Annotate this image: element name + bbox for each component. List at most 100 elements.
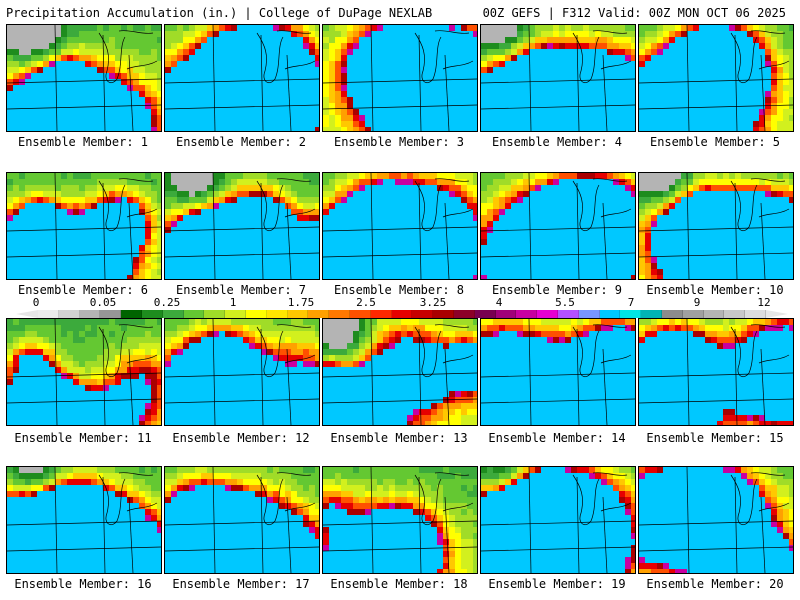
- precip-map: [165, 319, 319, 425]
- legend-tick-label: 9: [693, 296, 701, 309]
- legend-swatch: [370, 310, 392, 318]
- ensemble-member-label: Ensemble Member: 10: [646, 283, 784, 297]
- legend-swatch: [661, 310, 683, 318]
- ensemble-member-label: Ensemble Member: 18: [330, 577, 468, 591]
- precip-map: [7, 25, 161, 131]
- precip-map: [639, 173, 793, 279]
- ensemble-member-label: Ensemble Member: 9: [491, 283, 623, 297]
- legend-swatch: [474, 310, 496, 318]
- ensemble-member-label: Ensemble Member: 13: [330, 431, 468, 445]
- ensemble-member-label: Ensemble Member: 7: [175, 283, 307, 297]
- legend-swatch: [620, 310, 642, 318]
- ensemble-map-panel: [638, 24, 794, 132]
- ensemble-map-panel: [6, 172, 162, 280]
- ensemble-map-panel: [6, 318, 162, 426]
- precip-map: [323, 173, 477, 279]
- precip-map: [323, 467, 477, 573]
- legend-tick-label: 7: [627, 296, 635, 309]
- legend-tick-label: 2.5: [356, 296, 376, 309]
- legend-swatch: [266, 310, 288, 318]
- product-title: Precipitation Accumulation (in.) | Colle…: [6, 6, 433, 20]
- legend-swatch: [516, 310, 538, 318]
- ensemble-member-label: Ensemble Member: 14: [488, 431, 626, 445]
- legend-swatch: [287, 310, 309, 318]
- legend-tick-label: 1: [229, 296, 237, 309]
- precip-map: [323, 319, 477, 425]
- legend-swatch: [578, 310, 600, 318]
- legend-tick-label: 0.25: [153, 296, 181, 309]
- legend-swatch: [121, 310, 142, 318]
- ensemble-member-label: Ensemble Member: 3: [333, 135, 465, 149]
- ensemble-map-panel: [164, 318, 320, 426]
- legend-swatch: [204, 310, 226, 318]
- ensemble-member-label: Ensemble Member: 15: [646, 431, 784, 445]
- ensemble-map-panel: [164, 172, 320, 280]
- ensemble-map-panel: [638, 318, 794, 426]
- ensemble-map-panel: [322, 172, 478, 280]
- legend-left-arrow: [16, 310, 38, 318]
- legend-swatch: [141, 310, 163, 318]
- ensemble-member-label: Ensemble Member: 12: [172, 431, 310, 445]
- legend-swatch: [391, 310, 413, 318]
- precip-map: [165, 173, 319, 279]
- legend-swatch: [745, 310, 766, 318]
- legend-right-arrow: [766, 310, 788, 318]
- ensemble-member-label: Ensemble Member: 4: [491, 135, 623, 149]
- ensemble-member-label: Ensemble Member: 5: [649, 135, 781, 149]
- precip-map: [323, 25, 477, 131]
- legend-swatch: [349, 310, 371, 318]
- precip-map: [165, 25, 319, 131]
- ensemble-member-label: Ensemble Member: 6: [17, 283, 149, 297]
- legend-tick-label: 4: [495, 296, 503, 309]
- legend-swatch: [79, 310, 101, 318]
- ensemble-member-label: Ensemble Member: 1: [17, 135, 149, 149]
- legend-swatch: [703, 310, 725, 318]
- legend-tick-label: 3.25: [419, 296, 447, 309]
- legend-swatch: [100, 310, 122, 318]
- ensemble-member-label: Ensemble Member: 17: [172, 577, 310, 591]
- legend-swatch: [245, 310, 267, 318]
- ensemble-map-panel: [480, 172, 636, 280]
- legend-swatch: [557, 310, 579, 318]
- legend-swatch: [183, 310, 205, 318]
- legend-swatch: [537, 310, 558, 318]
- ensemble-map-panel: [638, 172, 794, 280]
- precip-map: [639, 319, 793, 425]
- legend-swatch: [495, 310, 517, 318]
- legend-tick-label: 12: [757, 296, 771, 309]
- legend-swatch: [225, 310, 246, 318]
- precip-map: [7, 319, 161, 425]
- legend-swatch: [682, 310, 704, 318]
- legend-tick-label: 0: [32, 296, 40, 309]
- ensemble-map-panel: [480, 24, 636, 132]
- legend-swatch: [641, 310, 662, 318]
- run-valid-time: 00Z GEFS | F312 Valid: 00Z MON OCT 06 20…: [482, 6, 786, 20]
- ensemble-map-panel: [322, 24, 478, 132]
- ensemble-map-panel: [164, 24, 320, 132]
- ensemble-map-panel: [322, 318, 478, 426]
- ensemble-member-label: Ensemble Member: 20: [646, 577, 784, 591]
- precip-color-legend: 0 0.05 0.25 1 1.75 2.5 3.25 4 5.5 7 9 12: [0, 294, 800, 322]
- legend-swatch: [58, 310, 80, 318]
- ensemble-map-panel: [480, 318, 636, 426]
- legend-swatch: [162, 310, 184, 318]
- legend-swatch: [329, 310, 350, 318]
- precip-map: [481, 25, 635, 131]
- legend-swatch: [599, 310, 621, 318]
- precip-map: [639, 467, 793, 573]
- precip-map: [165, 467, 319, 573]
- ensemble-member-label: Ensemble Member: 8: [333, 283, 465, 297]
- ensemble-map-panel: [6, 24, 162, 132]
- legend-swatch: [724, 310, 746, 318]
- ensemble-member-label: Ensemble Member: 2: [175, 135, 307, 149]
- legend-tick-label: 5.5: [555, 296, 575, 309]
- legend-tick-label: 0.05: [89, 296, 117, 309]
- ensemble-member-label: Ensemble Member: 11: [14, 431, 152, 445]
- precip-map: [481, 467, 635, 573]
- ensemble-map-panel: [164, 466, 320, 574]
- precip-map: [7, 467, 161, 573]
- legend-swatch: [412, 310, 434, 318]
- legend-swatch: [38, 310, 59, 318]
- ensemble-member-label: Ensemble Member: 16: [14, 577, 152, 591]
- precip-map: [7, 173, 161, 279]
